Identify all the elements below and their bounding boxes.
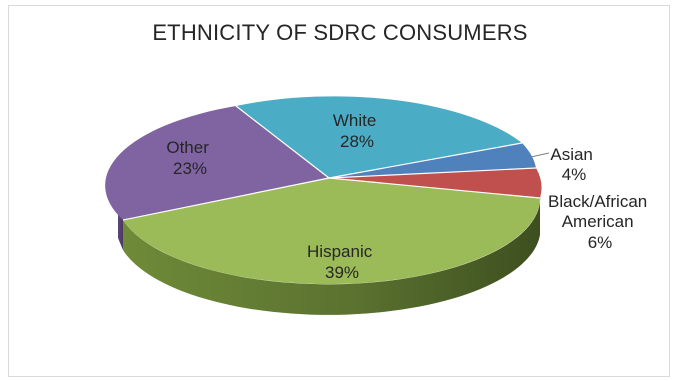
slice-other [105,106,329,220]
slice-white [236,96,522,178]
label-black: Black/African American 6% [548,192,652,252]
slice-asian [329,143,536,178]
chart-title: ETHNICITY OF SDRC CONSUMERS [152,20,528,45]
label-hispanic: Hispanic 39% [307,242,377,282]
slice-hispanic [123,178,541,285]
label-white: White 28% [333,111,381,151]
leader-line-asian [530,152,550,158]
label-other: Other 23% [166,138,213,178]
label-asian: Asian 4% [550,145,597,184]
pie-side-hispanic [123,195,541,315]
